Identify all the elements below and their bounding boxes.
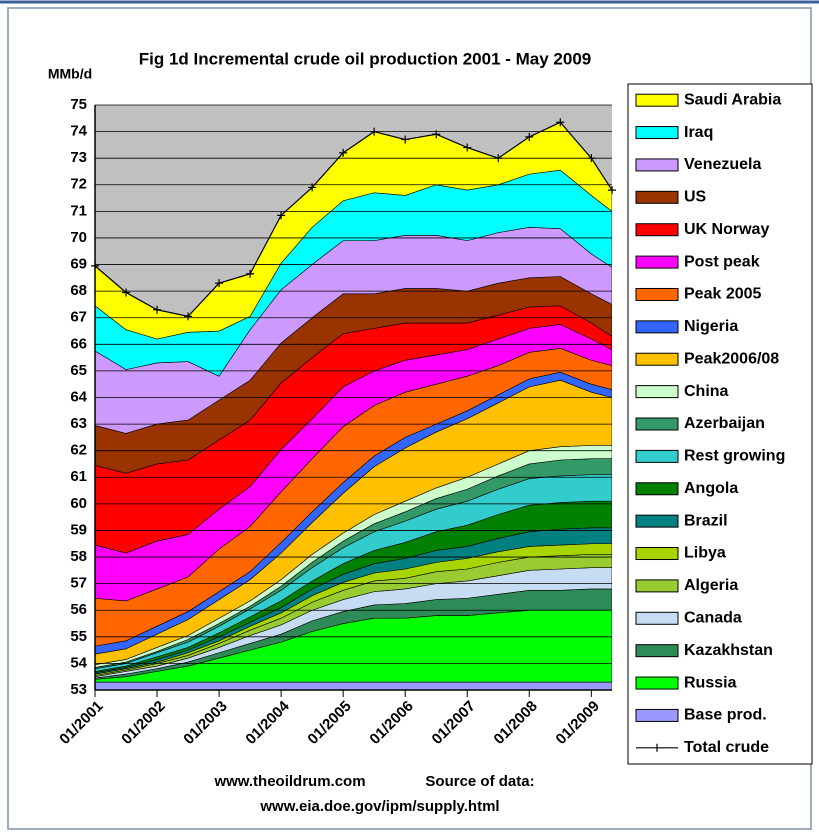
legend-swatch [635,449,679,463]
y-tick-label: 65 [70,362,87,379]
total-marker [401,135,410,144]
legend-swatch [635,287,679,301]
legend-swatch [635,126,679,140]
total-marker [556,118,565,127]
legend-label: Peak2006/08 [684,350,779,367]
total-marker [339,148,348,157]
legend-label: Azerbaijan [684,415,765,432]
legend-swatch [635,611,679,625]
footer-text: Source of data: [425,773,534,790]
total-marker [308,183,317,192]
legend-swatch [635,579,679,593]
y-tick-label: 69 [70,256,87,273]
legend-label: Peak 2005 [684,286,762,303]
legend-swatch [635,547,679,561]
legend-label: Total crude [684,739,769,756]
legend-swatch [635,352,679,366]
total-marker [494,154,503,163]
y-tick-label: 73 [70,149,87,166]
y-tick-label: 62 [70,442,87,459]
y-tick-label: 60 [70,495,87,512]
legend-label: Saudi Arabia [684,91,781,108]
legend-label: Iraq [684,124,713,141]
legend-label: Brazil [684,512,728,529]
total-marker [215,279,224,288]
legend-label: Angola [684,480,738,497]
total-line [94,121,613,318]
total-marker [587,154,596,163]
legend-label: Libya [684,545,726,562]
y-tick-label: 71 [70,202,87,219]
legend-label: Rest growing [684,448,785,465]
legend-label: Algeria [684,577,738,594]
y-tick-label: 70 [70,229,87,246]
total-marker [463,143,472,152]
total-marker [153,305,162,314]
total-marker [370,127,379,136]
total-marker [122,288,131,297]
y-tick-label: 55 [70,628,87,645]
legend-label: UK Norway [684,221,769,238]
legend-swatch [635,93,679,107]
footer-text: www.theoildrum.com [213,773,365,790]
legend-swatch [635,417,679,431]
y-tick-label: 53 [70,681,87,698]
legend-label: Canada [684,610,742,627]
total-marker [432,130,441,139]
y-tick-label: 61 [70,468,87,485]
y-tick-label: 54 [70,654,87,671]
y-tick-label: 72 [70,176,87,193]
legend-swatch [635,255,679,269]
legend-swatch [635,514,679,528]
legend-label: Russia [684,674,737,691]
legend-swatch [636,743,678,752]
legend-label: US [684,189,707,206]
legend-swatch [635,190,679,204]
y-tick-label: 64 [70,388,87,405]
legend-label: Post peak [684,253,760,270]
y-tick-label: 63 [70,415,87,432]
total-marker [525,132,534,141]
y-tick-label: 59 [70,521,87,538]
chart-title: Fig 1d Incremental crude oil production … [139,49,592,68]
y-tick-label: 66 [70,335,87,352]
y-tick-label: 67 [70,309,87,326]
y-axis-label: MMb/d [48,66,92,82]
total-marker [184,312,193,321]
legend-label: China [684,383,729,400]
total-marker [246,269,255,278]
legend-swatch [635,708,679,722]
legend-label: Base prod. [684,707,767,724]
y-tick-label: 74 [70,123,87,140]
legend-swatch [635,158,679,172]
legend-swatch [635,676,679,690]
total-marker [277,211,286,220]
legend-label: Venezuela [684,156,761,173]
y-tick-label: 57 [70,575,87,592]
y-tick-label: 56 [70,601,87,618]
legend-swatch [635,482,679,496]
legend-label: Nigeria [684,318,738,335]
legend-swatch [635,644,679,658]
legend-swatch [635,385,679,399]
legend-swatch [635,320,679,334]
y-tick-label: 75 [70,96,87,113]
legend-swatch [635,223,679,237]
legend-label: Kazakhstan [684,642,773,659]
footer-text: www.eia.doe.gov/ipm/supply.html [259,798,499,815]
y-tick-label: 68 [70,282,87,299]
y-tick-label: 58 [70,548,87,565]
total-marker [608,186,616,195]
